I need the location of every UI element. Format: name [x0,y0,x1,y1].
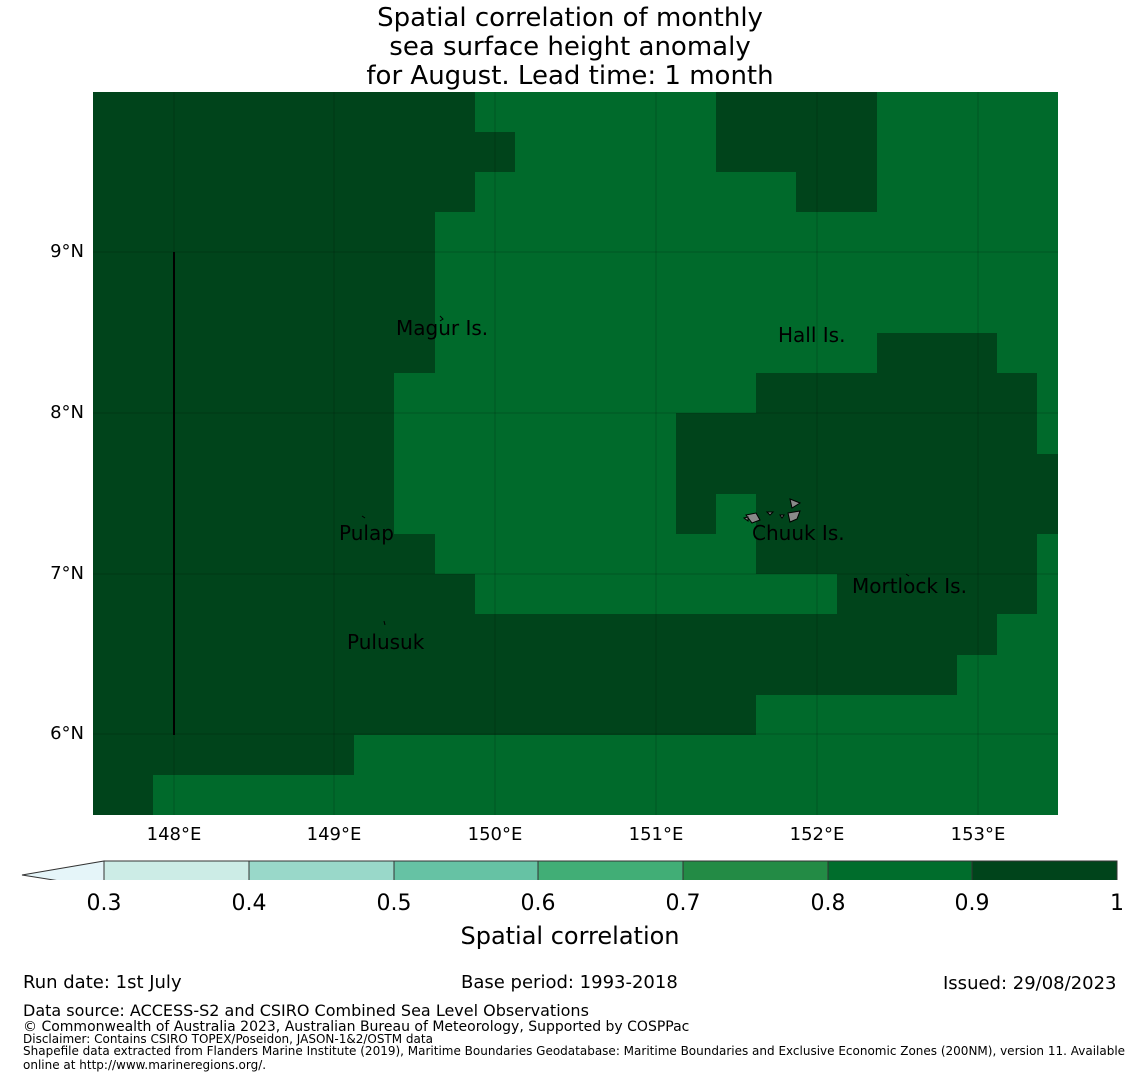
pulusuk-island-shape [383,620,386,626]
lon-tick-148e: 148°E [146,824,202,845]
disclaimer-text: Disclaimer: Contains CSIRO TOPEX/Poseido… [23,1032,433,1046]
place-label-chuuk: Chuuk Is. [752,521,845,545]
magur-island-shape [439,315,444,322]
copyright-text: © Commonwealth of Australia 2023, Austra… [23,1019,690,1035]
map-title: Spatial correlation of monthly sea surfa… [0,4,1140,91]
island-shape [745,512,761,524]
colorbar-tick-0-6: 0.6 [520,891,556,916]
colorbar-tick-1: 1 [1110,891,1124,916]
base-period: Base period: 1993-2018 [461,972,678,993]
title-line-3: for August. Lead time: 1 month [366,61,774,91]
lat-tick-8n: 8°N [50,402,84,423]
place-label-mortlock: Mortlock Is. [852,574,967,598]
colorbar-bin-0-9-1 [971,860,1118,880]
lon-tick-149e: 149°E [306,824,362,845]
data-source-text: Data source: ACCESS-S2 and CSIRO Combine… [23,1001,589,1020]
high-correlation-region-west [93,92,997,815]
colorbar [21,860,1118,880]
mortlock-island-shape [905,573,910,577]
island-shape [742,516,749,522]
map-plot-area [93,92,1058,815]
colorbar-bin-0-3-0-4 [103,860,250,880]
colorbar-bin-0-6-0-7 [537,860,684,880]
place-label-pulap: Pulap [339,521,394,545]
high-correlation-region-northeast [716,92,877,212]
island-shape [779,514,785,519]
lon-tick-151e: 151°E [628,824,684,845]
title-line-2: sea surface height anomaly [389,32,751,62]
place-label-pulusuk: Pulusuk [347,630,425,654]
place-label-hall: Hall Is. [778,323,846,347]
colorbar-tick-0-7: 0.7 [665,891,701,916]
lat-tick-9n: 9°N [50,241,84,262]
colorbar-tick-0-3: 0.3 [86,891,122,916]
issued-date: Issued: 29/08/2023 [943,973,1117,994]
shapefile-text-line-1: Shapefile data extracted from Flanders M… [23,1044,1126,1058]
high-correlation-region-east [676,333,1058,614]
colorbar-tick-0-8: 0.8 [810,891,846,916]
colorbar-tick-0-9: 0.9 [954,891,990,916]
small-island-markers [361,315,910,626]
colorbar-tick-0-5: 0.5 [376,891,412,916]
colorbar-bin-0-7-0-8 [682,860,829,880]
title-line-1: Spatial correlation of monthly [377,3,763,33]
lat-tick-6n: 6°N [50,723,84,744]
island-shape [787,510,801,523]
island-shape [765,511,775,516]
lon-tick-152e: 152°E [789,824,845,845]
place-label-magur: Magur Is. [396,316,489,340]
pulap-island-shape [361,515,366,519]
correlation-map [21,92,1118,880]
lon-tick-150e: 150°E [467,824,523,845]
chuuk-islands-land [742,498,802,524]
run-date: Run date: 1st July [23,972,182,993]
colorbar-bin-0-8-0-9 [827,860,973,880]
colorbar-extend-arrow [21,860,105,880]
island-shape [789,498,802,509]
colorbar-bin-0-5-0-6 [393,860,539,880]
colorbar-bin-0-4-0-5 [248,860,395,880]
colorbar-tick-0-4: 0.4 [231,891,267,916]
lon-tick-153e: 153°E [950,824,1006,845]
lat-tick-7n: 7°N [50,563,84,584]
shapefile-text-line-2: online at http://www.marineregions.org/. [23,1058,267,1072]
colorbar-label: Spatial correlation [460,922,680,950]
